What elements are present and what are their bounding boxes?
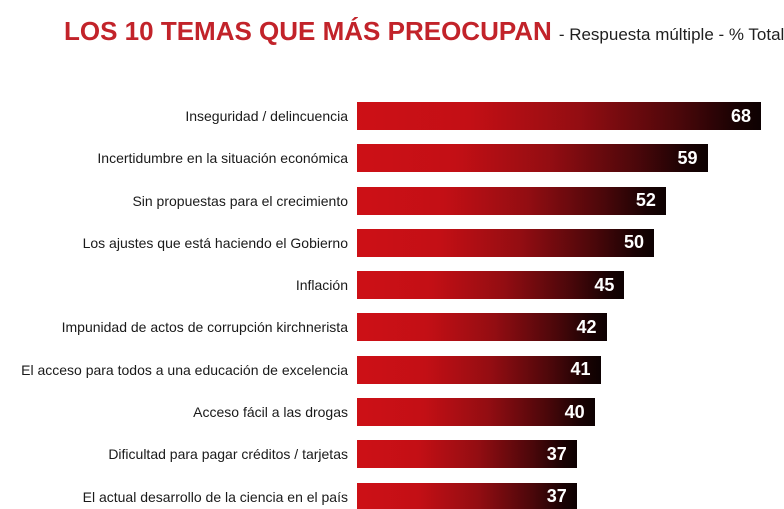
bar: 59 bbox=[357, 144, 708, 173]
bar-track: 59 bbox=[357, 144, 761, 173]
category-label: Impunidad de actos de corrupción kirchne… bbox=[61, 319, 348, 336]
bar: 41 bbox=[357, 355, 601, 384]
value-label: 42 bbox=[576, 316, 597, 337]
bar: 37 bbox=[357, 482, 577, 509]
bar: 37 bbox=[357, 440, 577, 469]
value-label: 40 bbox=[564, 401, 585, 422]
category-label: Dificultad para pagar créditos / tarjeta… bbox=[108, 446, 348, 463]
bar-track: 50 bbox=[357, 228, 761, 257]
bar-row: Impunidad de actos de corrupción kirchne… bbox=[0, 313, 784, 342]
bar-row: Sin propuestas para el crecimiento 52 bbox=[0, 186, 784, 215]
bar-row: Inseguridad / delincuencia 68 bbox=[0, 102, 784, 130]
bar: 45 bbox=[357, 271, 625, 300]
bar-row: El actual desarrollo de la ciencia en el… bbox=[0, 482, 784, 509]
value-label: 68 bbox=[730, 105, 751, 126]
category-label: Inflación bbox=[295, 277, 348, 294]
value-label: 45 bbox=[594, 274, 615, 295]
value-label: 41 bbox=[570, 359, 591, 380]
bar-track: 40 bbox=[357, 398, 761, 427]
value-label: 50 bbox=[624, 232, 645, 253]
chart-title: LOS 10 TEMAS QUE MÁS PREOCUPAN bbox=[64, 16, 552, 46]
bar-row: Acceso fácil a las drogas 40 bbox=[0, 398, 784, 427]
value-label: 37 bbox=[546, 443, 567, 464]
category-label: Incertidumbre en la situación económica bbox=[97, 150, 348, 167]
category-label: Acceso fácil a las drogas bbox=[193, 404, 348, 421]
bar-row: El acceso para todos a una educación de … bbox=[0, 355, 784, 384]
bar-track: 52 bbox=[357, 186, 761, 215]
bar-row: Incertidumbre en la situación económica 5… bbox=[0, 144, 784, 173]
bar-track: 41 bbox=[357, 355, 761, 384]
bar-row: Los ajustes que está haciendo el Gobiern… bbox=[0, 228, 784, 257]
bar: 42 bbox=[357, 313, 607, 342]
category-label: El acceso para todos a una educación de … bbox=[21, 361, 348, 378]
value-label: 37 bbox=[546, 486, 567, 507]
bar-row: Dificultad para pagar créditos / tarjeta… bbox=[0, 440, 784, 469]
bar-track: 68 bbox=[357, 102, 761, 130]
bar-chart: Inseguridad / delincuencia 68 Incertidumbr… bbox=[0, 102, 784, 509]
bar: 40 bbox=[357, 398, 595, 427]
category-label: Inseguridad / delincuencia bbox=[185, 108, 348, 124]
bar-track: 42 bbox=[357, 313, 761, 342]
value-label: 52 bbox=[635, 190, 656, 211]
bar-track: 37 bbox=[357, 482, 761, 509]
bar: 52 bbox=[357, 186, 666, 215]
value-label: 59 bbox=[677, 147, 698, 168]
category-label: Los ajustes que está haciendo el Gobiern… bbox=[82, 234, 348, 251]
category-label: Sin propuestas para el crecimiento bbox=[132, 192, 348, 209]
bar-row: Inflación 45 bbox=[0, 271, 784, 300]
bar: 50 bbox=[357, 228, 655, 257]
bar-track: 37 bbox=[357, 440, 761, 469]
bar: 68 bbox=[357, 102, 761, 130]
chart-subtitle: - Respuesta múltiple - % Total bbox=[558, 25, 784, 44]
category-label: El actual desarrollo de la ciencia en el… bbox=[82, 488, 348, 505]
bar-track: 45 bbox=[357, 271, 761, 300]
chart-header: LOS 10 TEMAS QUE MÁS PREOCUPAN - Respuest… bbox=[0, 0, 784, 51]
